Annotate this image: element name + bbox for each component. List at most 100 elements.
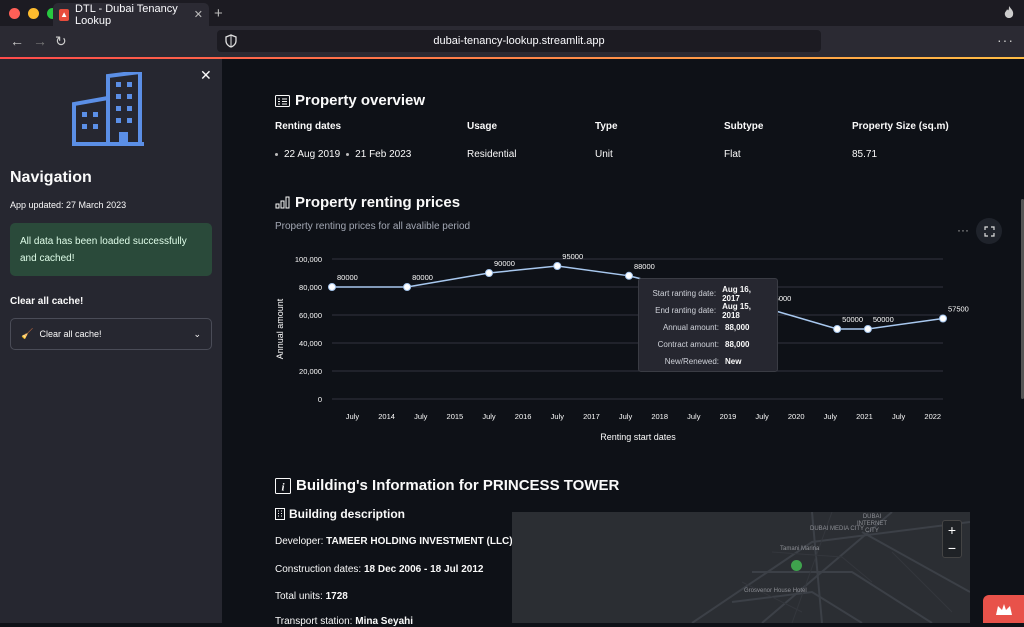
tooltip-key: Annual amount: xyxy=(662,323,719,332)
data-label: 65000 xyxy=(771,294,792,303)
crown-icon xyxy=(995,604,1012,615)
chevron-down-icon: ⌄ xyxy=(193,328,201,339)
tooltip-value: New xyxy=(725,357,742,366)
shield-icon[interactable] xyxy=(225,34,237,48)
browser-tab[interactable]: ▲ DTL - Dubai Tenancy Lookup ✕ xyxy=(53,2,209,27)
tab-title: DTL - Dubai Tenancy Lookup xyxy=(75,2,178,27)
bullet xyxy=(275,153,278,156)
chart-x-tick-labels: July 2014 July 2015 July 2016 July 2017 July 2018… xyxy=(346,412,941,421)
close-window-button[interactable] xyxy=(9,7,20,19)
card-icon xyxy=(275,94,290,107)
developer-line: Developer: TAMEER HOLDING INVESTMENT (LL… xyxy=(275,536,513,547)
browser-menu-icon[interactable]: ··· xyxy=(997,32,1014,48)
units-line: Total units: 1728 xyxy=(275,591,348,602)
x-tick-label: July xyxy=(551,412,565,421)
bullet xyxy=(346,153,350,156)
x-tick-label: July xyxy=(346,412,360,421)
x-tick-label: July xyxy=(892,412,906,421)
tooltip-key: End ranting date: xyxy=(655,306,717,315)
y-tick-label: 20,000 xyxy=(299,367,322,376)
data-label: 80000 xyxy=(412,273,433,282)
construction-value: 18 Dec 2006 - 18 Jul 2012 xyxy=(363,564,484,575)
overview-value: Residential xyxy=(467,149,517,160)
new-tab-icon[interactable]: + xyxy=(214,5,223,22)
forward-arrow-icon[interactable]: → xyxy=(33,33,47,49)
building-map[interactable]: DUBAI MEDIA CITY DUBAI INTERNET CITY Tam… xyxy=(512,512,970,623)
map-roads xyxy=(691,512,970,623)
data-point[interactable] xyxy=(939,314,947,323)
tooltip-value: 88,000 xyxy=(725,340,750,349)
chart-y-tick-labels: 0 20,000 40,000 60,000 80,000 100,000 xyxy=(295,255,322,404)
browser-navbar: ← → ↻ dubai-tenancy-lookup.streamlit.app… xyxy=(0,26,1024,57)
sidebar-close-icon[interactable]: ✕ xyxy=(200,67,212,83)
app-updated-text: App updated: 27 March 2023 xyxy=(10,200,127,210)
zoom-in-button[interactable]: + xyxy=(947,522,957,538)
chart-menu-icon[interactable]: ··· xyxy=(957,223,969,237)
tooltip-value: 88,000 xyxy=(725,323,750,332)
streamlit-manage-button[interactable] xyxy=(983,595,1024,623)
main-scrollbar[interactable] xyxy=(1021,199,1024,399)
zoom-out-button[interactable]: − xyxy=(947,540,957,556)
y-tick-label: 100,000 xyxy=(295,255,322,264)
sidebar: ✕ Navigation App updated: 27 March 2023 … xyxy=(0,59,222,623)
data-point[interactable] xyxy=(485,269,494,277)
maximize-window-button[interactable] xyxy=(47,7,58,19)
data-label: 88000 xyxy=(634,262,655,271)
x-tick-label: July xyxy=(824,412,838,421)
transport-line: Transport station: Mina Seyahi xyxy=(275,616,414,627)
minimize-window-button[interactable] xyxy=(28,7,39,19)
chart-gridlines xyxy=(332,258,943,400)
price-chart: 0 20,000 40,000 60,000 80,000 100,000 July 201… xyxy=(275,252,969,442)
clear-cache-expander[interactable]: 🧹 Clear all cache! ⌄ xyxy=(10,318,212,350)
data-point[interactable] xyxy=(403,283,412,291)
y-tick-label: 40,000 xyxy=(299,339,322,348)
data-label: 90000 xyxy=(494,259,515,268)
success-alert: All data has been loaded successfully an… xyxy=(10,223,212,276)
data-point[interactable] xyxy=(328,283,336,291)
info-icon: i xyxy=(275,477,291,494)
date-end: 21 Feb 2023 xyxy=(355,149,412,160)
x-tick-label: 2020 xyxy=(788,412,805,421)
data-point[interactable] xyxy=(553,262,562,270)
url-bar[interactable]: dubai-tenancy-lookup.streamlit.app xyxy=(217,30,821,52)
tooltip-key: Contract amount: xyxy=(657,340,719,349)
back-arrow-icon[interactable]: ← xyxy=(10,33,24,49)
developer-value: TAMEER HOLDING INVESTMENT (LLC) xyxy=(326,536,513,547)
x-tick-label: July xyxy=(482,412,496,421)
tooltip-key: New/Renewed: xyxy=(664,357,719,366)
tooltip-row: End ranting date: Aug 15, 2018 xyxy=(647,301,769,320)
units-value: 1728 xyxy=(325,591,348,602)
x-tick-label: 2018 xyxy=(651,412,668,421)
tooltip-row: New/Renewed: New xyxy=(647,353,769,370)
overview-value: 85.71 xyxy=(852,149,878,160)
renting-prices-heading: Property renting prices xyxy=(275,194,460,211)
sidebar-title: Navigation xyxy=(10,169,92,186)
data-point[interactable] xyxy=(833,325,842,333)
x-tick-label: 2019 xyxy=(720,412,737,421)
building-description-title: Building description xyxy=(275,507,405,521)
date-start: 22 Aug 2019 xyxy=(284,149,341,160)
tab-close-icon[interactable]: ✕ xyxy=(193,9,203,21)
data-label: 50000 xyxy=(873,315,894,324)
tooltip-value: Aug 15, 2018 xyxy=(722,301,751,320)
fullscreen-icon[interactable] xyxy=(976,218,1002,244)
x-tick-label: 2015 xyxy=(447,412,464,421)
data-point[interactable] xyxy=(863,325,872,333)
renting-dates: 22 Aug 2019 21 Feb 2023 xyxy=(275,149,411,160)
transport-value: Mina Seyahi xyxy=(355,616,414,627)
chart-xlabel: Renting start dates xyxy=(600,432,676,442)
reload-icon[interactable]: ↻ xyxy=(55,33,67,49)
overview-col-size: Property Size (sq.m) 85.71 xyxy=(852,121,949,160)
building-location-marker[interactable] xyxy=(791,560,802,571)
overview-col-subtype: Subtype Flat xyxy=(724,121,763,160)
fire-icon[interactable] xyxy=(1004,6,1014,20)
x-tick-label: July xyxy=(687,412,701,421)
tooltip-key: Start ranting date: xyxy=(652,289,717,298)
building-info-heading: i Building's Information for PRINCESS TO… xyxy=(275,477,619,494)
svg-text:i: i xyxy=(281,481,285,493)
data-point[interactable] xyxy=(624,271,633,280)
x-tick-label: 2021 xyxy=(856,412,873,421)
broom-icon: 🧹 xyxy=(21,328,34,340)
overview-header: Subtype xyxy=(724,121,764,132)
overview-header: Usage xyxy=(467,121,498,132)
